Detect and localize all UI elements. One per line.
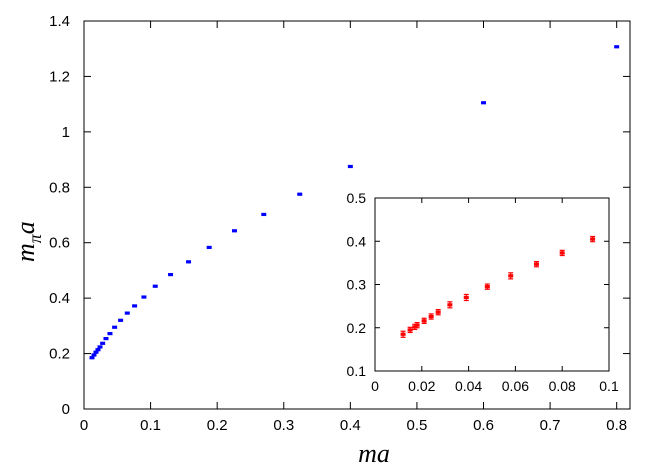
main-y-tick-label: 1.2 bbox=[49, 68, 70, 85]
main-x-tick-label: 0 bbox=[80, 417, 88, 434]
inset-data-point bbox=[508, 274, 514, 278]
main-x-tick-label: 0.7 bbox=[540, 417, 561, 434]
main-y-tick-label: 0.8 bbox=[49, 179, 70, 196]
main-y-tick-label: 1.4 bbox=[49, 13, 70, 30]
main-data-point bbox=[95, 348, 101, 352]
main-data-point bbox=[152, 284, 158, 288]
inset-x-tick-label: 0.08 bbox=[549, 378, 576, 394]
main-data-point bbox=[97, 345, 103, 349]
inset-x-tick-label: 0.06 bbox=[502, 378, 529, 394]
inset-data-point bbox=[435, 310, 441, 314]
inset-x-tick-label: 0 bbox=[371, 378, 379, 394]
svg-text:mπa: mπa bbox=[11, 221, 45, 262]
main-data-point bbox=[261, 212, 267, 217]
main-y-tick-label: 0 bbox=[62, 401, 70, 418]
main-data-point bbox=[89, 356, 95, 360]
y-axis-label-tail: a bbox=[11, 221, 40, 234]
main-data-point bbox=[100, 341, 106, 345]
inset-data-point bbox=[428, 314, 434, 319]
main-data-point bbox=[141, 295, 147, 299]
main-data-point bbox=[91, 353, 97, 357]
inset-x-tick-label: 0.02 bbox=[408, 378, 435, 394]
main-data-point bbox=[347, 164, 353, 169]
inset-data-point bbox=[414, 323, 420, 327]
inset-plot: 0 0.02 0.04 0.06 0.08 0.1 0.1 0.2 0.3 0.4 0.5 bbox=[347, 190, 619, 394]
main-x-tick-label: 0.4 bbox=[340, 417, 361, 434]
inset-y-tick-label: 0.1 bbox=[347, 363, 367, 379]
inset-data-point bbox=[590, 237, 596, 241]
main-data-point bbox=[297, 192, 303, 196]
inset-data-point bbox=[533, 262, 539, 266]
inset-y-tick-label: 0.2 bbox=[347, 320, 367, 336]
y-axis-label-sub: π bbox=[25, 233, 45, 243]
inset-y-tick-label: 0.3 bbox=[347, 277, 367, 293]
inset-y-tick-label: 0.4 bbox=[347, 233, 367, 249]
main-data-point bbox=[107, 332, 113, 336]
main-data-point bbox=[186, 260, 192, 264]
main-data-point bbox=[112, 325, 118, 329]
main-y-tick-label: 0.2 bbox=[49, 346, 70, 363]
main-x-tick-label: 0.5 bbox=[406, 417, 427, 434]
y-axis-label-main: m bbox=[11, 243, 40, 262]
main-plot: 0 0.1 0.2 0.3 0.4 0.5 0.6 0.7 0.800.20.40.60.811… bbox=[49, 13, 631, 434]
main-x-tick-label: 0.3 bbox=[273, 417, 294, 434]
main-y-tick-label: 0.6 bbox=[49, 235, 70, 252]
main-y-tick-label: 1 bbox=[62, 124, 70, 141]
y-axis-label: mπa bbox=[11, 221, 45, 262]
inset-background bbox=[366, 196, 618, 375]
main-data-point bbox=[93, 350, 99, 354]
x-axis-label: ma bbox=[358, 439, 390, 465]
inset-x-tick-label: 0.1 bbox=[599, 378, 619, 394]
main-data-point bbox=[103, 337, 109, 341]
inset-data-point bbox=[407, 328, 413, 332]
main-frame bbox=[83, 20, 631, 410]
inset-data-point bbox=[412, 325, 418, 329]
main-x-tick-label: 0.6 bbox=[473, 417, 494, 434]
main-data-point bbox=[124, 311, 130, 315]
inset-data-point bbox=[421, 319, 427, 323]
main-data-point bbox=[132, 304, 138, 308]
main-data-point bbox=[481, 101, 487, 105]
inset-data-point bbox=[447, 303, 453, 307]
inset-data-point bbox=[484, 285, 490, 289]
main-x-tick-label: 0.8 bbox=[606, 417, 627, 434]
main-x-tick-label: 0.1 bbox=[140, 417, 161, 434]
inset-x-tick-label: 0.04 bbox=[455, 378, 482, 394]
main-data-point bbox=[168, 272, 174, 277]
main-data-point bbox=[614, 45, 620, 49]
inset-y-tick-label: 0.5 bbox=[347, 190, 367, 206]
main-y-tick-label: 0.4 bbox=[49, 290, 70, 307]
main-data-point bbox=[206, 245, 212, 250]
inset-data-point bbox=[559, 251, 565, 255]
inset-data-point bbox=[400, 332, 406, 336]
main-data-point bbox=[231, 229, 237, 233]
main-x-tick-label: 0.2 bbox=[207, 417, 228, 434]
inset-data-point bbox=[463, 295, 469, 300]
main-data-point bbox=[118, 318, 124, 322]
